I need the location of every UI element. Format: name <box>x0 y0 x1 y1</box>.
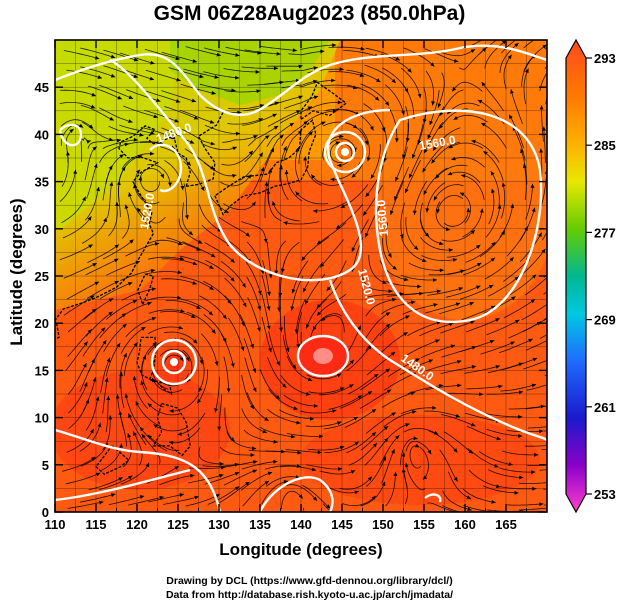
x-axis-label: Longitude (degrees) <box>219 540 383 559</box>
y-tick-label: 40 <box>35 127 49 142</box>
credit-line-1: Drawing by DCL (https://www.gfd-dennou.o… <box>166 575 453 587</box>
y-tick-label: 0 <box>42 505 49 520</box>
colorbar-tick-label: 269 <box>594 313 616 328</box>
y-axis: 0 5 10 15 20 25 30 35 40 45 <box>35 80 547 520</box>
colorbar-tick-label: 293 <box>594 51 616 66</box>
contour-label: 1560.0 <box>374 199 391 237</box>
contour-1560-ring <box>374 109 543 324</box>
y-tick-label: 25 <box>35 269 49 284</box>
x-tick-label: 150 <box>372 517 394 532</box>
colorbar-tick-label: 285 <box>594 138 616 153</box>
contour-label: 1520.0 <box>137 192 157 231</box>
x-tick-label: 115 <box>86 517 107 532</box>
typhoon-north-inner <box>334 141 356 163</box>
typhoon-north-outer <box>323 130 367 174</box>
x-tick-label: 135 <box>249 517 271 532</box>
x-tick-label: 165 <box>495 517 517 532</box>
y-tick-label: 45 <box>35 80 49 95</box>
geopotential-contours <box>55 44 547 512</box>
x-tick-label: 110 <box>45 517 66 532</box>
colorbar-tick-label: 253 <box>594 487 616 502</box>
contour-small-se <box>424 493 442 503</box>
credit-line-2: Data from http://database.rish.kyoto-u.a… <box>165 589 454 601</box>
cyclone-markers <box>150 130 367 386</box>
colorbar-tick-label: 277 <box>594 225 616 240</box>
x-tick-label: 125 <box>167 517 189 532</box>
x-tick-label: 155 <box>413 517 435 532</box>
contour-label: 1560.0 <box>418 133 457 153</box>
y-tick-label: 10 <box>35 411 49 426</box>
contour-south-loop <box>258 476 334 512</box>
x-tick-label: 160 <box>454 517 476 532</box>
typhoon-south-outer <box>150 338 198 386</box>
x-tick-label: 140 <box>290 517 312 532</box>
contour-1480-north <box>55 44 547 117</box>
colorbar-tick-label: 261 <box>594 400 616 415</box>
y-tick-label: 5 <box>42 458 49 473</box>
contour-low-east <box>149 143 183 193</box>
contour-1520-south <box>55 428 222 512</box>
x-tick-label: 120 <box>126 517 148 532</box>
y-tick-label: 20 <box>35 316 49 331</box>
y-tick-label: 15 <box>35 363 49 378</box>
contour-1480-south <box>328 279 547 441</box>
y-tick-label: 35 <box>35 175 49 190</box>
contour-west-small <box>58 123 83 147</box>
colorbar-body <box>565 38 587 514</box>
x-tick-label: 130 <box>208 517 230 532</box>
colorbar: 293 285 277 269 261 253 <box>565 38 616 514</box>
chart-title: GSM 06Z28Aug2023 (850.0hPa) <box>153 2 466 25</box>
y-tick-label: 30 <box>35 222 49 237</box>
x-axis: 110 115 120 125 130 135 140 145 150 155 160 165 <box>45 40 527 532</box>
x-tick-label: 145 <box>331 517 353 532</box>
typhoon-south-inner <box>161 349 187 375</box>
contour-1480-lower <box>55 468 191 502</box>
y-axis-label: Latitude (degrees) <box>7 198 26 346</box>
contour-1520-trough <box>109 58 391 282</box>
